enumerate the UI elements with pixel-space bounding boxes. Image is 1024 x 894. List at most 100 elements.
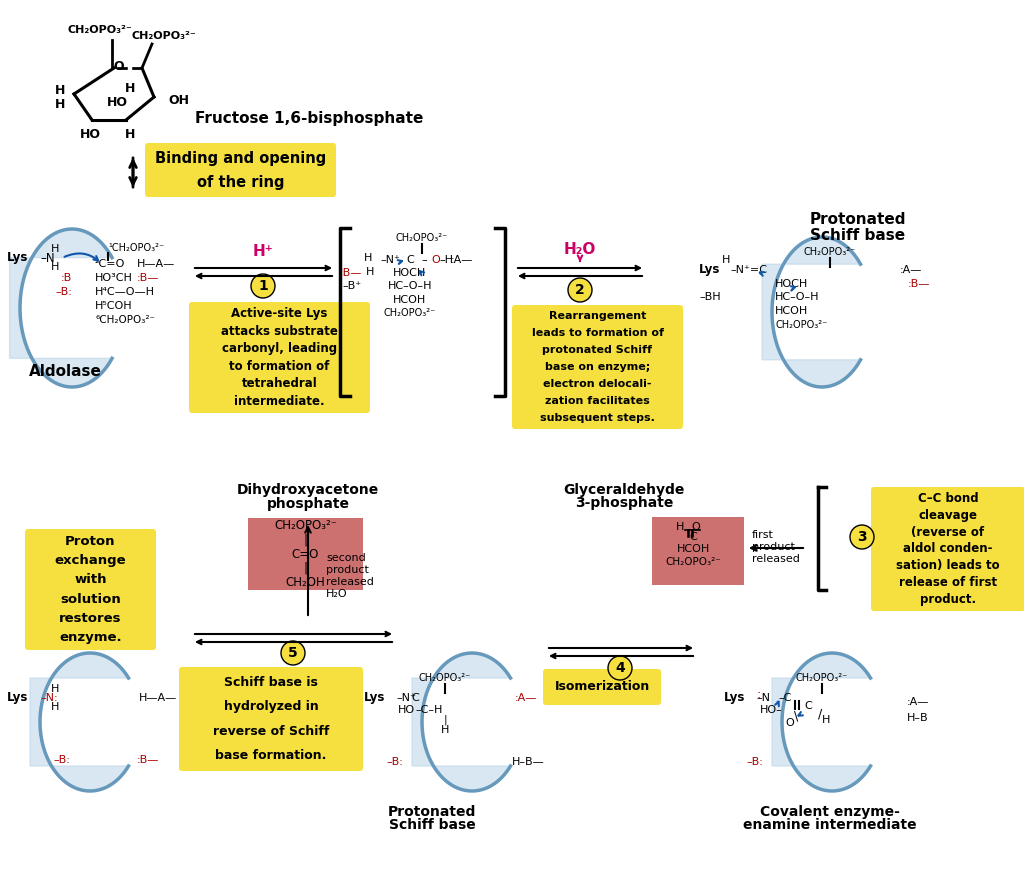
Polygon shape [412,653,511,791]
Text: –N⁺: –N⁺ [380,255,400,265]
Text: –B:: –B: [746,757,764,767]
Text: H: H [55,83,66,97]
Text: –B:: –B: [53,755,71,765]
Text: HO: HO [106,96,128,108]
Text: released: released [752,554,800,564]
Text: Dihydroxyacetone: Dihydroxyacetone [237,483,379,497]
Text: Protonated: Protonated [810,213,906,227]
Text: 2: 2 [575,283,585,297]
Text: CH₂OH: CH₂OH [286,577,326,589]
Text: H—A—: H—A— [139,693,177,703]
Text: Lys: Lys [6,691,28,704]
Text: |: | [303,533,307,546]
Text: product: product [752,542,795,552]
Text: Binding and opening: Binding and opening [155,150,326,165]
Text: to formation of: to formation of [229,359,330,373]
Text: H: H [364,253,372,263]
Text: tetrahedral: tetrahedral [242,377,317,391]
Text: C: C [407,255,414,265]
Text: –N: –N [756,693,770,703]
Text: aldol conden-: aldol conden- [903,543,992,555]
Text: –C: –C [778,693,792,703]
Text: –: – [421,255,427,265]
Text: enamine intermediate: enamine intermediate [743,818,916,832]
Text: –N:: –N: [40,693,57,703]
Text: CH₂OPO₃²⁻: CH₂OPO₃²⁻ [796,673,848,683]
Text: 3-phosphate: 3-phosphate [574,496,673,510]
Text: CH₂OPO₃²⁻: CH₂OPO₃²⁻ [666,557,721,567]
Text: HC–O–H: HC–O–H [388,281,432,291]
Text: –B:: –B: [55,287,72,297]
Text: –B:: –B: [387,757,403,767]
Text: cleavage: cleavage [919,509,978,522]
Text: Protonated: Protonated [388,805,476,819]
Text: restores: restores [59,611,122,625]
Text: :A—: :A— [907,697,929,707]
Text: electron delocali-: electron delocali- [544,379,651,389]
Text: H: H [440,725,450,735]
Text: H⁴C—O—H: H⁴C—O—H [95,287,155,297]
Circle shape [251,274,275,298]
Text: HCOH: HCOH [677,544,710,554]
FancyBboxPatch shape [145,143,336,197]
Text: Glyceraldehyde: Glyceraldehyde [563,483,685,497]
Text: Schiff base: Schiff base [810,227,905,242]
Text: 5: 5 [288,646,298,660]
Text: released: released [326,577,374,587]
Text: –N⁺: –N⁺ [396,693,416,703]
Text: attacks substrate: attacks substrate [221,325,338,338]
Text: H: H [676,522,684,532]
Text: CH₂OPO₃²⁻: CH₂OPO₃²⁻ [419,673,471,683]
Text: base on enzyme;: base on enzyme; [545,362,650,372]
Text: O: O [432,255,440,265]
Text: O: O [114,60,124,72]
Text: CH₂OPO₃²⁻: CH₂OPO₃²⁻ [804,247,856,257]
Text: 1: 1 [258,279,268,293]
Text: release of first: release of first [899,577,997,589]
Text: intermediate.: intermediate. [234,395,325,408]
Text: H: H [722,255,730,265]
Text: H: H [125,128,135,140]
Text: HO–: HO– [760,705,782,715]
Text: zation facilitates: zation facilitates [545,396,650,406]
Text: C: C [411,693,419,703]
Text: H: H [822,715,830,725]
Text: protonated Schiff: protonated Schiff [543,345,652,355]
Text: H: H [366,267,374,277]
Text: H⁵COH: H⁵COH [95,301,133,311]
Text: CH₂OPO₃²⁻: CH₂OPO₃²⁻ [384,308,436,318]
Text: H₂O: H₂O [564,242,596,257]
Text: ⁶CH₂OPO₃²⁻: ⁶CH₂OPO₃²⁻ [95,315,155,325]
Text: (reverse of: (reverse of [911,526,984,539]
Text: Schiff base is: Schiff base is [224,676,317,688]
Text: HO: HO [398,705,415,715]
Circle shape [281,641,305,665]
FancyBboxPatch shape [189,302,370,413]
FancyBboxPatch shape [25,529,156,650]
Text: of the ring: of the ring [197,174,285,190]
Text: HO³CH: HO³CH [95,273,133,283]
Text: –N: –N [40,251,54,265]
Bar [248,518,362,590]
Text: leads to formation of: leads to formation of [531,328,664,338]
Text: C: C [689,532,697,542]
Polygon shape [9,229,112,387]
Polygon shape [762,237,860,387]
Text: Rearrangement: Rearrangement [549,311,646,322]
Text: –N⁺=C: –N⁺=C [730,265,767,275]
Text: :B—: :B— [340,268,362,278]
Text: first: first [752,530,774,540]
Text: CH₂OPO₃²⁻: CH₂OPO₃²⁻ [132,31,197,41]
Text: sation) leads to: sation) leads to [896,560,999,572]
Text: HC–O–H: HC–O–H [775,292,819,302]
Text: HCOH: HCOH [775,306,808,316]
Circle shape [568,278,592,302]
Text: :B—: :B— [137,273,160,283]
Text: H: H [55,97,66,111]
Text: H: H [125,81,135,95]
Text: :B—: :B— [908,279,931,289]
Circle shape [608,656,632,680]
Text: Schiff base: Schiff base [389,818,475,832]
FancyBboxPatch shape [179,667,362,771]
Text: second: second [326,553,366,563]
